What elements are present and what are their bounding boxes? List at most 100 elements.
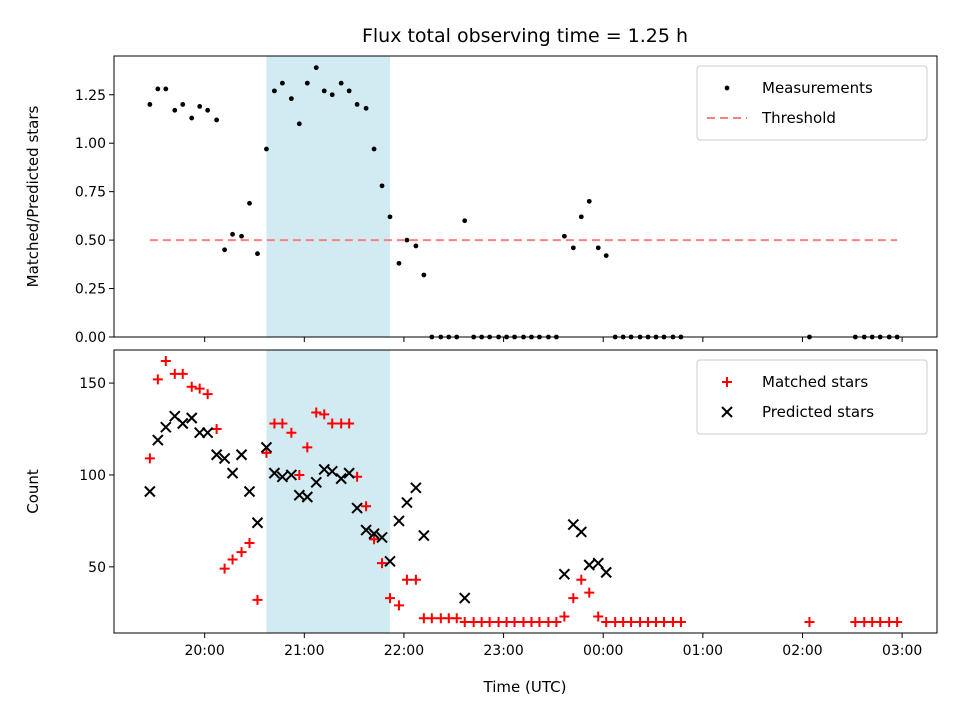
x-tick-label: 02:00 bbox=[782, 643, 822, 659]
measurement-point bbox=[595, 245, 601, 251]
y-tick-label: 0.25 bbox=[75, 282, 106, 298]
predicted-star-point bbox=[186, 412, 198, 424]
matched-star-point bbox=[593, 611, 604, 622]
measurement-point bbox=[570, 245, 576, 251]
predicted-star-point bbox=[368, 528, 380, 540]
measurement-point bbox=[404, 237, 410, 243]
y-tick-label: 150 bbox=[79, 376, 106, 392]
measurement-point bbox=[354, 102, 360, 107]
predicted-star-point bbox=[558, 568, 571, 580]
predicted-star-point bbox=[592, 557, 604, 569]
x-tick-label: 23:00 bbox=[483, 643, 523, 659]
predicted-star-point bbox=[152, 434, 164, 446]
matched-star-point bbox=[311, 407, 322, 418]
observing-span-top bbox=[266, 56, 390, 337]
matched-star-point bbox=[559, 611, 570, 622]
matched-star-point bbox=[144, 453, 155, 464]
predicted-star-point bbox=[360, 524, 372, 536]
predicted-star-point bbox=[243, 485, 256, 498]
measurement-point bbox=[363, 105, 369, 111]
measurement-point bbox=[197, 103, 203, 109]
bottom-y-ticks: 50 100 150 bbox=[79, 376, 114, 576]
measurement-point bbox=[561, 233, 567, 239]
top-y-ticks: 0.00 0.25 0.50 0.75 1.00 1.25 bbox=[75, 88, 114, 346]
matched-star-point bbox=[459, 616, 470, 627]
observing-span-bottom bbox=[266, 350, 390, 633]
measurement-point bbox=[239, 233, 244, 239]
measurement-point bbox=[279, 80, 285, 86]
matched-star-point bbox=[568, 593, 579, 604]
x-tick-label: 03:00 bbox=[882, 643, 922, 659]
matched-star-point bbox=[302, 442, 313, 453]
matched-star-point bbox=[160, 356, 171, 367]
x-tick-label: 20:00 bbox=[184, 643, 224, 659]
measurement-point bbox=[304, 80, 310, 86]
predicted-star-point bbox=[210, 449, 223, 461]
y-tick-label: 50 bbox=[88, 560, 106, 576]
matched-star-point bbox=[804, 616, 815, 627]
measurement-point bbox=[421, 272, 427, 278]
measurement-point bbox=[163, 86, 169, 92]
matched-star-point bbox=[393, 600, 404, 611]
measurement-point bbox=[205, 107, 211, 113]
bottom-panel-frame bbox=[113, 349, 938, 634]
matched-star-point bbox=[401, 574, 412, 585]
predicted-star-point bbox=[459, 592, 471, 604]
matched-star-point bbox=[177, 368, 188, 379]
matched-star-point bbox=[892, 616, 903, 627]
predicted-star-point bbox=[260, 441, 273, 454]
measurement-point bbox=[603, 253, 609, 259]
top-panel-frame bbox=[113, 55, 938, 338]
predicted-star-point bbox=[401, 496, 413, 509]
legend-box bbox=[696, 65, 928, 141]
matched-star-point bbox=[236, 547, 247, 558]
legend-label: Threshold bbox=[761, 109, 836, 127]
measurement-point bbox=[147, 102, 153, 107]
matched-star-point bbox=[410, 574, 421, 585]
matched-star-point bbox=[244, 537, 255, 548]
x-tick-label: 21:00 bbox=[284, 643, 324, 659]
matched-star-point bbox=[551, 616, 562, 627]
measurement-point bbox=[313, 65, 319, 71]
y-tick-label: 1.00 bbox=[75, 136, 106, 152]
top-y-axis-label: Matched/Predicted stars bbox=[24, 106, 42, 288]
predicted-star-point bbox=[177, 417, 189, 430]
predicted-star-point bbox=[393, 515, 405, 527]
matched-star-point bbox=[384, 593, 395, 604]
measurement-point bbox=[379, 183, 385, 189]
matched-star-point bbox=[658, 616, 669, 627]
matched-star-point bbox=[286, 427, 297, 438]
measurement-point bbox=[396, 260, 402, 266]
matched-star-point bbox=[361, 501, 372, 512]
y-tick-label: 0.50 bbox=[75, 233, 106, 249]
legend-marker-swatch bbox=[724, 85, 730, 91]
predicted-star-point bbox=[268, 467, 281, 479]
measurement-point bbox=[413, 243, 419, 249]
top-x-ticks bbox=[204, 337, 903, 342]
x-tick-label: 01:00 bbox=[683, 643, 723, 659]
measurement-point bbox=[172, 107, 178, 113]
matched-star-point bbox=[252, 594, 263, 605]
predicted-star-point bbox=[285, 469, 298, 481]
matched-star-point bbox=[426, 613, 437, 624]
matched-star-point bbox=[584, 587, 595, 598]
predicted-star-point bbox=[351, 502, 363, 514]
matched-star-point bbox=[294, 469, 305, 480]
predicted-star-point bbox=[235, 449, 248, 461]
measurement-point bbox=[272, 88, 277, 94]
predicted-star-point bbox=[384, 555, 396, 568]
matched-star-point bbox=[509, 616, 520, 627]
predicted-star-point bbox=[301, 491, 314, 503]
legend-label: Predicted stars bbox=[762, 403, 874, 421]
measurement-point bbox=[288, 96, 294, 102]
bottom-panel-marks bbox=[144, 356, 903, 627]
measurement-point bbox=[586, 198, 592, 204]
predicted-star-point bbox=[201, 426, 214, 439]
bottom-legend: Matched stars Predicted stars bbox=[696, 359, 928, 435]
matched-star-point bbox=[344, 418, 355, 429]
measurement-point bbox=[155, 86, 161, 92]
matched-star-point bbox=[850, 616, 861, 627]
predicted-star-point bbox=[310, 476, 322, 489]
predicted-star-point bbox=[583, 559, 595, 571]
measurement-point bbox=[189, 115, 195, 121]
